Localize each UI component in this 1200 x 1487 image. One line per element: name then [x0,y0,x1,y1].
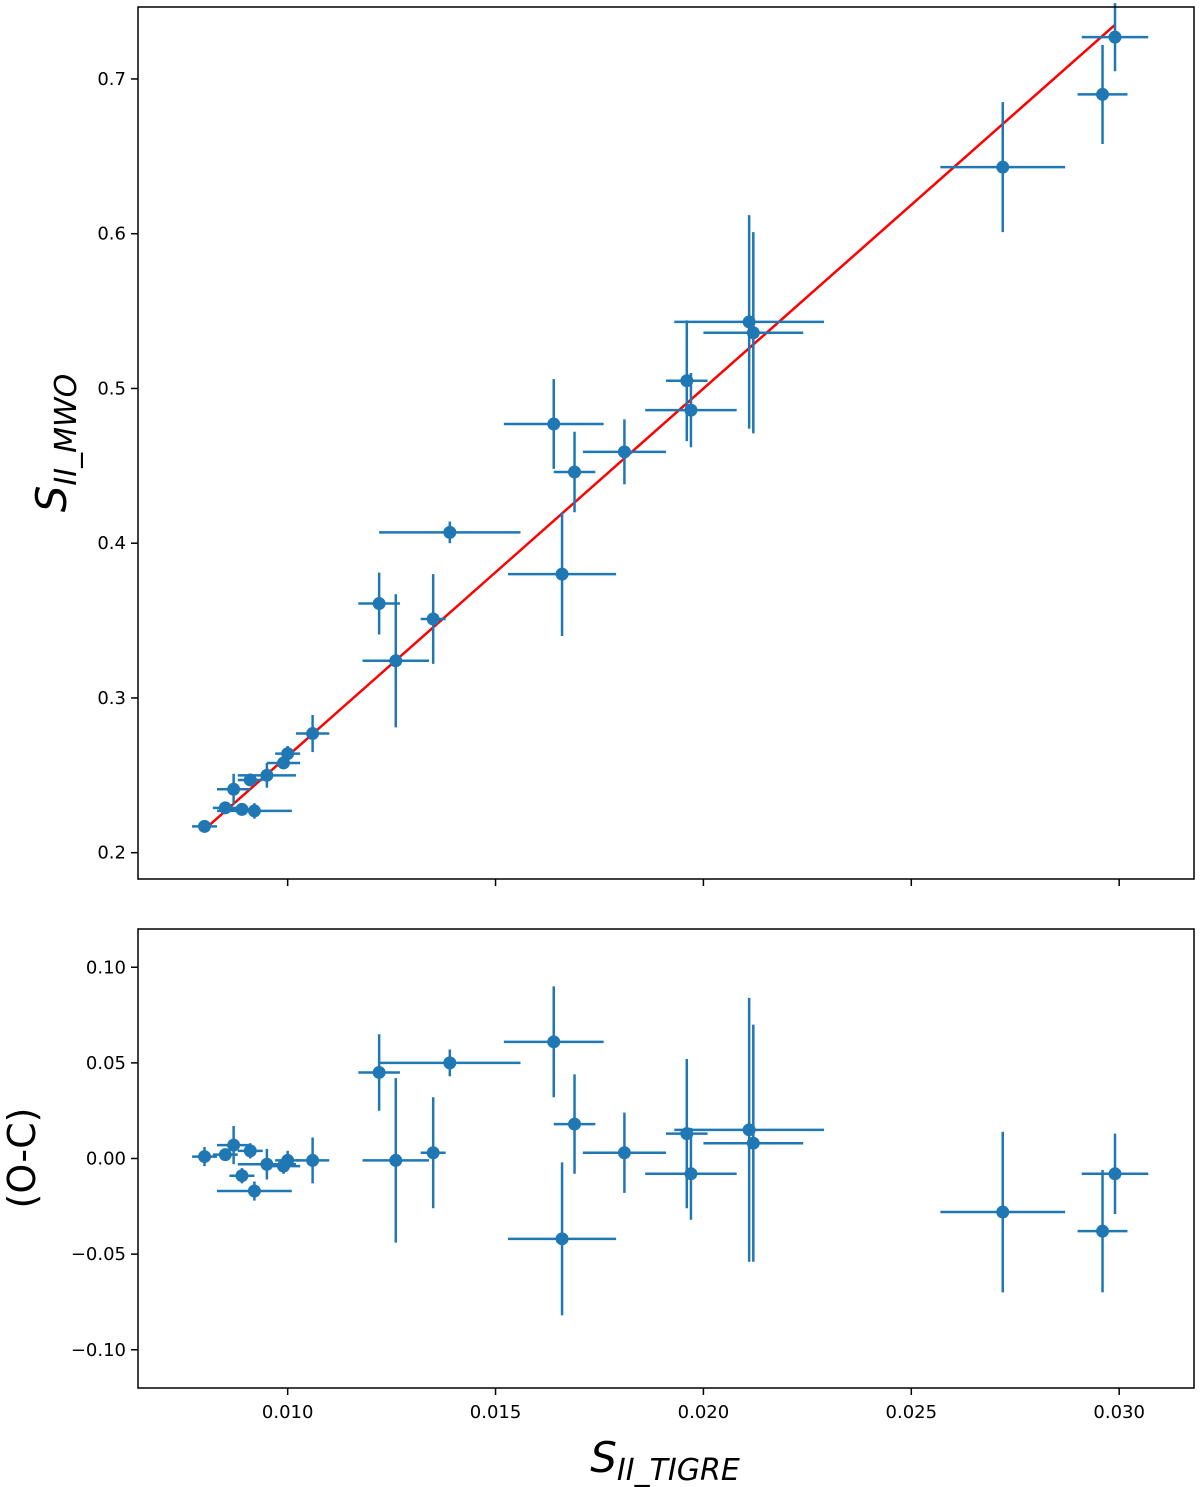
top-x-ticks [286,879,1120,886]
data-point [1096,1224,1110,1238]
data-point [443,525,457,539]
top-plot-frame [137,6,1195,880]
data-point [243,1144,257,1158]
data-point [247,1184,261,1198]
x-tick-label: 0.025 [886,1402,938,1423]
data-point [198,819,212,833]
y-tick-label: 0.5 [97,378,126,399]
data-point [746,1136,760,1150]
y-tick-label: 0.3 [97,688,126,709]
data-point [680,374,694,388]
data-point [218,801,232,815]
data-point [426,612,440,626]
data-point [227,1138,241,1152]
data-point [227,782,241,796]
data-point [235,1169,249,1183]
x-tick-label: 0.020 [678,1402,730,1423]
bottom-y-axis-label: (O-C) [0,1108,44,1209]
y-tick-label: 0.2 [97,843,126,864]
bottom-points-layer [198,1035,1122,1246]
top-panel: 0.2 0.3 0.4 0.5 0.6 0.7 SII_MWO [27,3,1195,886]
data-point [281,747,295,761]
data-point [306,727,320,741]
top-y-ticks: 0.2 0.3 0.4 0.5 0.6 0.7 [97,69,138,864]
y-tick-label: 0.6 [97,224,126,245]
data-point [746,326,760,340]
data-point [443,1056,457,1070]
fit-line-layer [203,23,1116,831]
bottom-errorbars-layer [192,986,1149,1316]
data-point [617,445,631,459]
data-point [426,1146,440,1160]
data-point [547,1035,561,1049]
data-point [555,1232,569,1246]
data-point [996,1205,1010,1219]
data-point [243,773,257,787]
y-tick-label: −0.10 [71,1340,126,1361]
data-point [996,160,1010,174]
data-point [547,417,561,431]
data-point [235,802,249,816]
y-tick-label: 0.05 [86,1053,126,1074]
data-point [260,1157,274,1171]
data-point [742,1123,756,1137]
data-point [372,597,386,611]
data-point [247,804,261,818]
data-point [260,768,274,782]
x-tick-label: 0.030 [1093,1402,1145,1423]
data-point [617,1146,631,1160]
top-y-axis-label: SII_MWO [27,374,84,513]
data-point [568,465,582,479]
bottom-x-ticks: 0.010 0.015 0.020 0.025 0.030 [262,1388,1145,1423]
data-point [555,567,569,581]
data-point [1108,1167,1122,1181]
data-point [218,1148,232,1162]
data-point [684,403,698,417]
fit-line [203,23,1116,831]
top-points-layer [198,30,1122,833]
data-point [568,1117,582,1131]
bottom-y-ticks: 0.10 0.05 0.00 −0.05 −0.10 [71,957,138,1361]
y-tick-label: −0.05 [71,1244,126,1265]
bottom-plot-frame [137,928,1195,1389]
y-tick-label: 0.7 [97,69,126,90]
y-tick-label: 0.4 [97,533,126,554]
data-point [389,654,403,668]
data-point [372,1065,386,1079]
y-tick-label: 0.00 [86,1149,126,1170]
data-point [684,1167,698,1181]
data-point [1108,30,1122,44]
data-point [198,1150,212,1164]
data-point [281,1153,295,1167]
data-point [1096,87,1110,101]
data-point [680,1127,694,1141]
bottom-panel: 0.100.050.00−0.05−0.10 0.010 0.015 0.020 0.… [0,928,1195,1487]
x-tick-label: 0.010 [262,1402,314,1423]
data-point [389,1153,403,1167]
data-point [306,1153,320,1167]
x-tick-label: 0.015 [470,1402,522,1423]
y-tick-label: 0.10 [86,957,126,978]
data-point [742,315,756,329]
x-axis-label: SII_TIGRE [590,1433,740,1487]
